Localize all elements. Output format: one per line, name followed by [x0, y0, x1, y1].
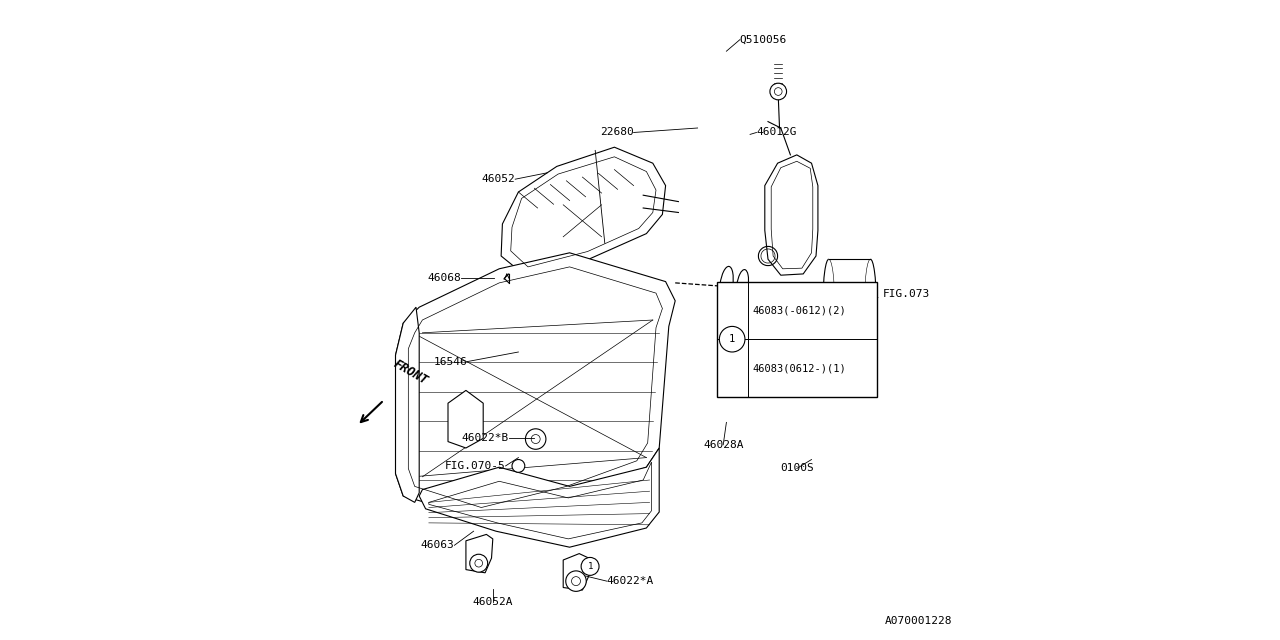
- Polygon shape: [466, 534, 493, 573]
- Polygon shape: [396, 307, 420, 502]
- Text: FIG.073: FIG.073: [883, 289, 931, 300]
- Text: 46068: 46068: [428, 273, 461, 284]
- Text: 46028A: 46028A: [703, 440, 744, 450]
- Text: FRONT: FRONT: [392, 357, 430, 387]
- Circle shape: [526, 429, 547, 449]
- Text: 46052A: 46052A: [472, 596, 513, 607]
- Circle shape: [470, 554, 488, 572]
- Text: 46083(0612-)(1): 46083(0612-)(1): [753, 363, 846, 373]
- Text: FIG.070-5: FIG.070-5: [445, 461, 506, 471]
- Ellipse shape: [719, 266, 733, 303]
- Text: 46083(-0612)(2): 46083(-0612)(2): [753, 305, 846, 316]
- Polygon shape: [765, 155, 818, 275]
- FancyBboxPatch shape: [835, 324, 859, 346]
- Bar: [717, 282, 877, 397]
- Circle shape: [581, 557, 599, 575]
- Circle shape: [566, 571, 586, 591]
- Text: 46012G: 46012G: [756, 127, 797, 138]
- Text: A070001228: A070001228: [884, 616, 952, 626]
- Text: 46022*A: 46022*A: [607, 576, 654, 586]
- Polygon shape: [502, 147, 666, 275]
- Ellipse shape: [736, 269, 749, 303]
- Polygon shape: [448, 390, 484, 448]
- Circle shape: [771, 83, 786, 100]
- Text: 16546: 16546: [434, 356, 467, 367]
- Text: 1: 1: [588, 562, 593, 571]
- Text: 46052: 46052: [481, 174, 516, 184]
- Text: 46063: 46063: [421, 540, 454, 550]
- Circle shape: [512, 460, 525, 472]
- Text: 1: 1: [730, 334, 735, 344]
- Text: 46022*B: 46022*B: [462, 433, 508, 444]
- Text: Q510056: Q510056: [740, 35, 787, 45]
- Circle shape: [719, 326, 745, 352]
- Polygon shape: [563, 554, 589, 590]
- Polygon shape: [396, 253, 676, 518]
- Polygon shape: [420, 448, 659, 547]
- Text: 0100S: 0100S: [780, 463, 814, 474]
- Text: 22680: 22680: [600, 127, 634, 138]
